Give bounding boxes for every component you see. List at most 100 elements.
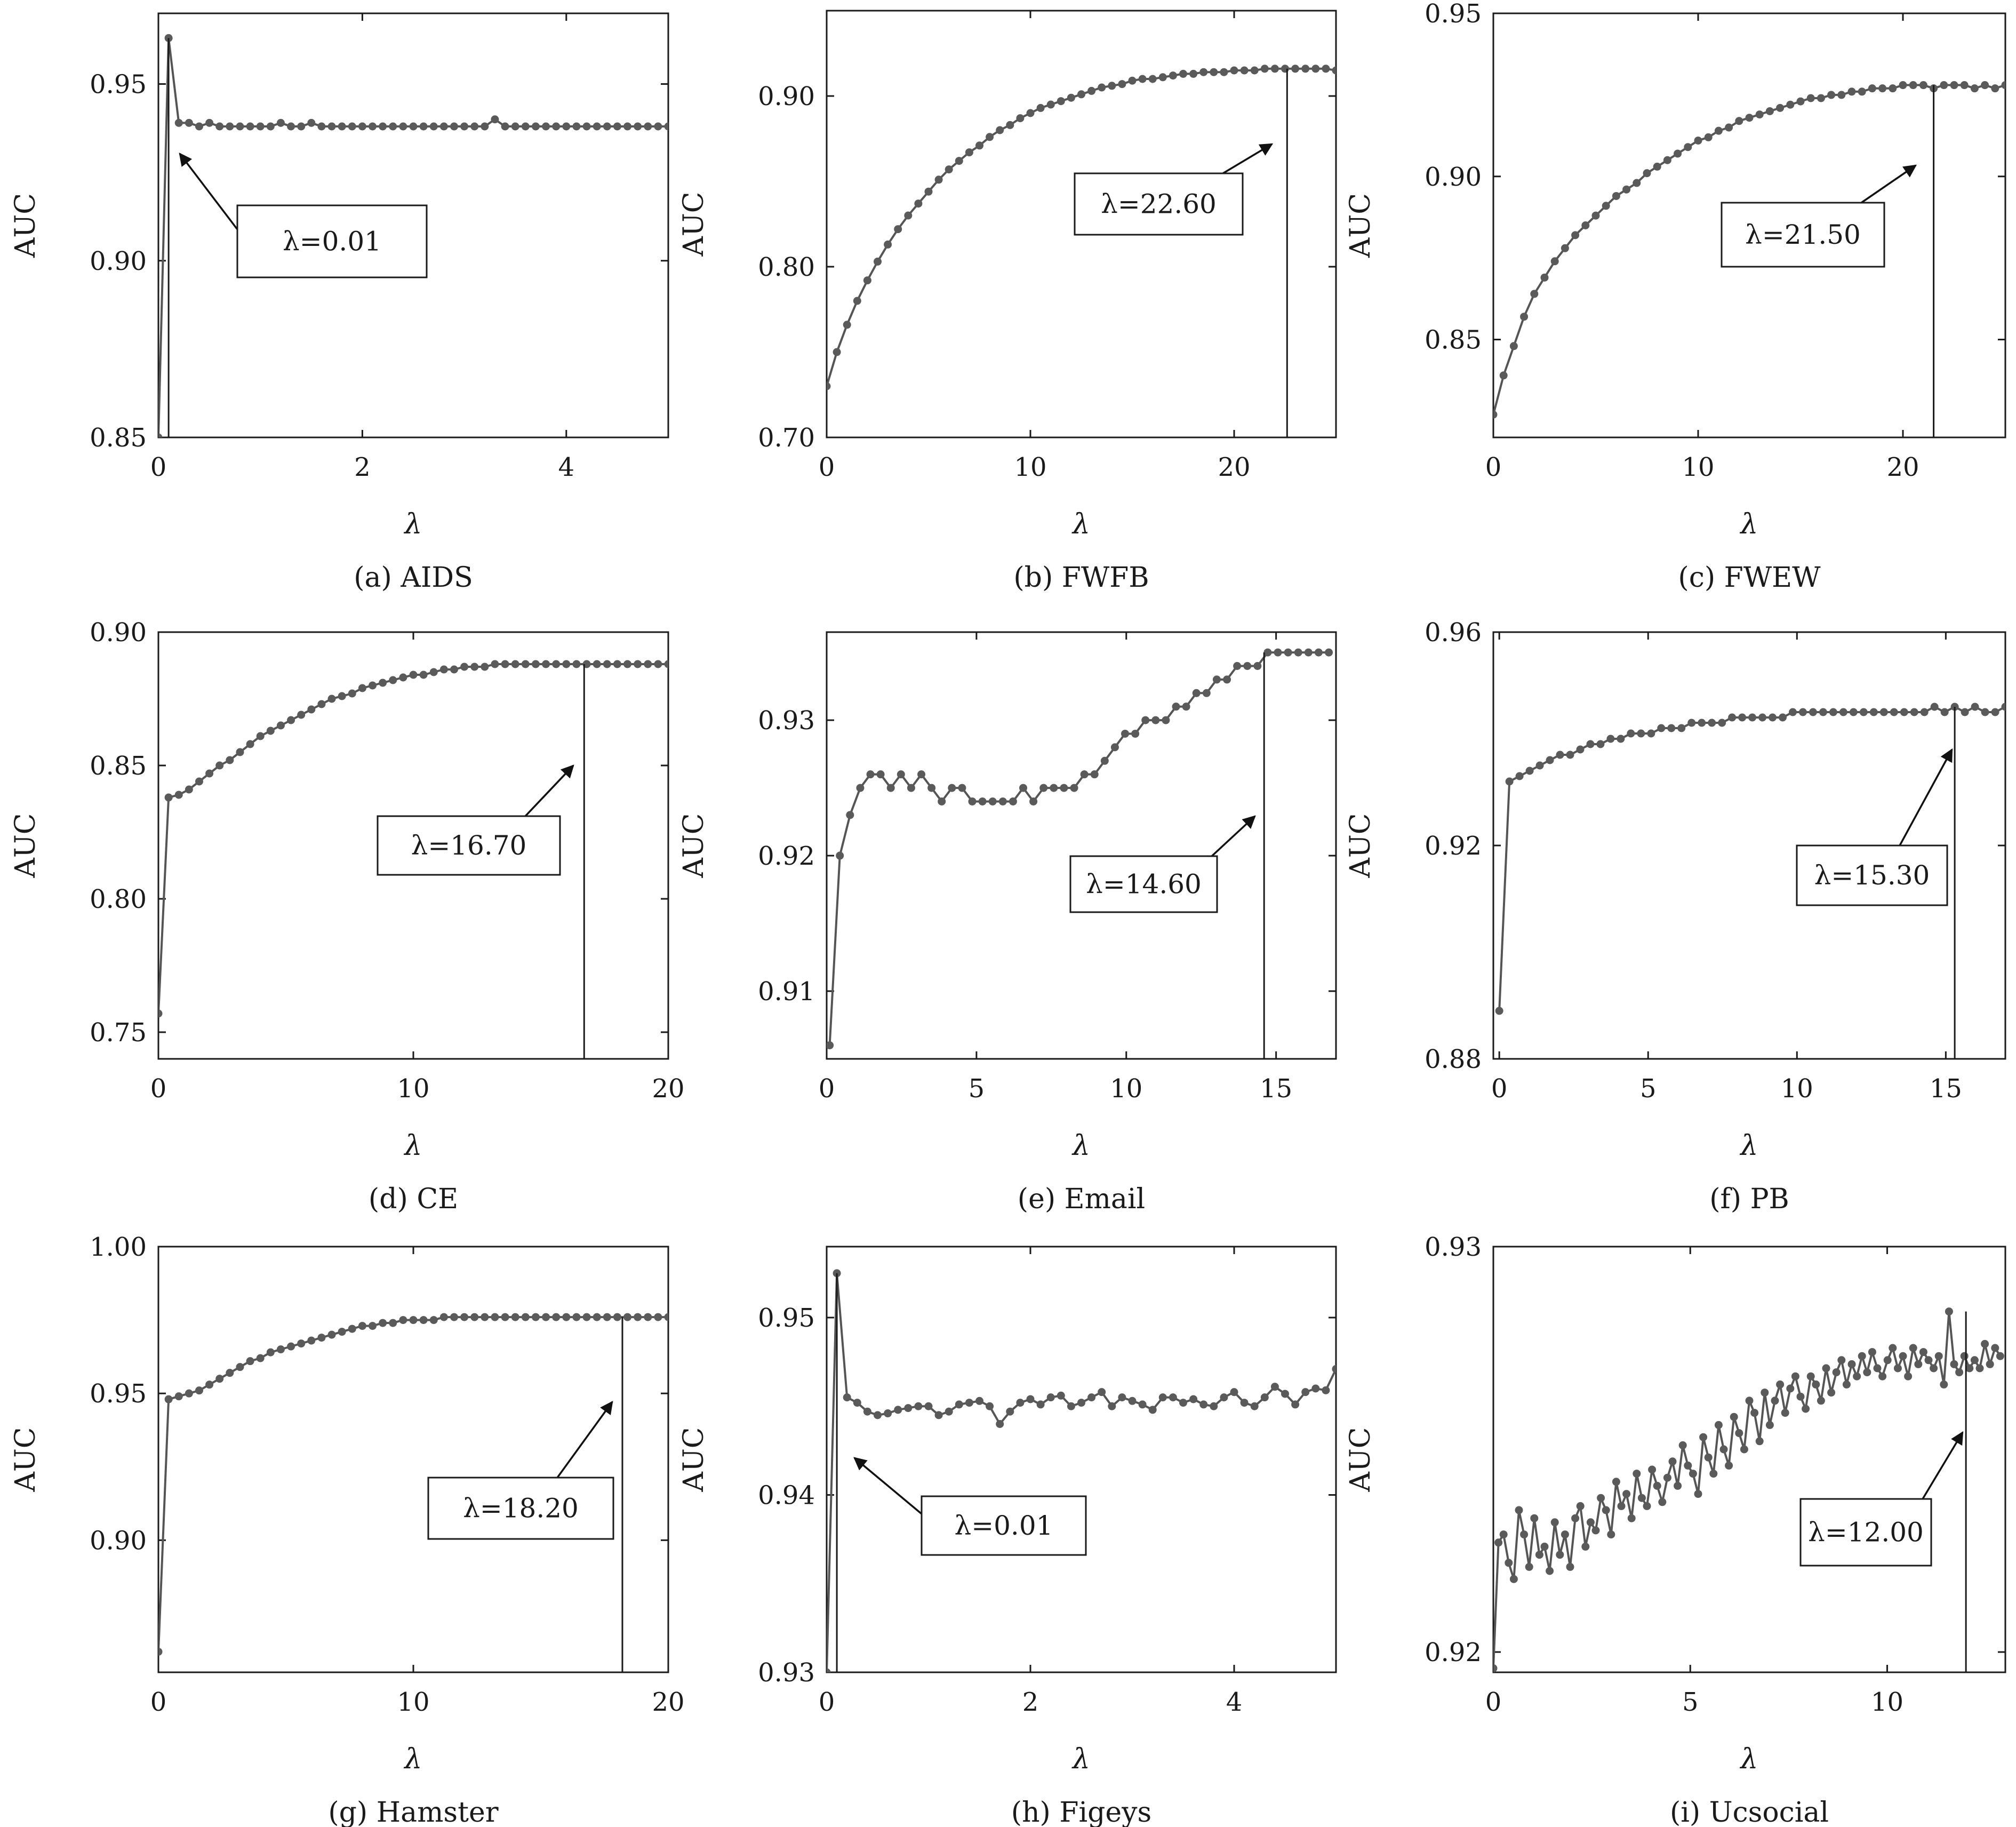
- data-point: [521, 1313, 530, 1321]
- data-point: [1689, 1470, 1697, 1478]
- data-point: [338, 692, 346, 700]
- data-point: [1158, 1393, 1167, 1402]
- x-tick-label: 15: [1260, 1074, 1292, 1104]
- x-tick-label: 0: [150, 1687, 167, 1717]
- data-point: [634, 660, 642, 668]
- data-point: [297, 122, 306, 131]
- callout-label: λ=15.30: [1814, 860, 1930, 891]
- data-point: [1036, 103, 1045, 112]
- x-tick-label: 0: [1485, 452, 1502, 482]
- data-point: [276, 1345, 285, 1354]
- data-point: [1050, 784, 1058, 792]
- data-point: [205, 769, 214, 778]
- data-point: [1765, 107, 1774, 115]
- data-point: [1863, 1368, 1871, 1377]
- data-point: [603, 660, 611, 668]
- data-point: [1960, 1352, 1969, 1360]
- data-point: [1909, 1344, 1917, 1352]
- data-point: [1853, 1372, 1861, 1381]
- data-point: [876, 770, 885, 779]
- data-point: [1067, 1402, 1075, 1410]
- data-point: [1822, 1364, 1830, 1373]
- data-point: [572, 122, 581, 131]
- data-point: [470, 122, 479, 131]
- data-point: [276, 721, 285, 730]
- data-point: [256, 732, 265, 740]
- data-point: [1322, 1386, 1330, 1394]
- plot-frame: [826, 1246, 1337, 1673]
- data-point: [1067, 93, 1075, 102]
- data-point: [644, 660, 652, 668]
- data-point: [1899, 1352, 1907, 1360]
- data-point: [419, 122, 428, 131]
- data-point: [1970, 1356, 1979, 1365]
- data-point: [450, 665, 458, 674]
- data-point: [1809, 708, 1817, 716]
- data-point: [827, 1041, 834, 1050]
- data-point: [287, 1342, 295, 1351]
- panel-caption: (f) PB: [1709, 1183, 1789, 1215]
- data-point: [1179, 1399, 1187, 1407]
- data-point: [914, 1402, 923, 1410]
- data-point: [379, 122, 387, 131]
- data-point: [1924, 1356, 1933, 1365]
- x-axis-label: λ: [404, 1743, 422, 1775]
- data-point: [1220, 68, 1228, 76]
- data-point: [1914, 1360, 1923, 1368]
- y-tick-label: 0.91: [758, 977, 815, 1007]
- data-point: [975, 141, 983, 150]
- data-point: [1704, 133, 1713, 141]
- x-axis-label: λ: [1071, 1130, 1090, 1162]
- data-point: [1819, 708, 1827, 716]
- data-point: [1771, 1397, 1779, 1405]
- data-point: [1284, 648, 1292, 657]
- data-point: [1919, 1348, 1927, 1357]
- data-point: [904, 211, 913, 220]
- data-point: [1535, 1551, 1543, 1559]
- data-point: [552, 660, 561, 668]
- x-tick-label: 20: [1886, 452, 1919, 482]
- data-point: [1311, 65, 1320, 73]
- data-point: [945, 165, 953, 174]
- data-point: [1796, 97, 1805, 106]
- data-point: [1006, 121, 1014, 129]
- data-point: [1981, 1339, 1989, 1348]
- data-point: [450, 122, 458, 131]
- data-point: [1602, 202, 1610, 210]
- x-tick-label: 2: [1022, 1687, 1039, 1717]
- data-point: [1878, 1372, 1887, 1381]
- data-point: [1556, 1551, 1564, 1559]
- data-point: [1210, 68, 1218, 76]
- callout-box: [1796, 844, 1948, 906]
- data-point: [266, 1348, 275, 1357]
- y-tick-label: 0.93: [758, 1658, 815, 1688]
- data-point: [1576, 745, 1585, 754]
- x-axis-label: λ: [1071, 508, 1090, 540]
- data-point: [1945, 1307, 1953, 1316]
- y-tick-label: 0.95: [1425, 0, 1482, 29]
- data-point: [491, 1313, 499, 1321]
- data-point: [593, 122, 601, 131]
- y-tick-label: 0.80: [90, 884, 147, 914]
- data-point: [1832, 1368, 1841, 1377]
- series-group: [158, 34, 668, 437]
- data-point: [1199, 68, 1208, 76]
- data-point: [358, 122, 366, 131]
- data-point: [924, 187, 933, 196]
- data-point: [938, 797, 946, 805]
- data-point: [491, 660, 499, 668]
- data-point: [379, 679, 387, 687]
- data-point: [1735, 117, 1743, 125]
- data-point: [613, 122, 621, 131]
- x-tick-label: 0: [1491, 1074, 1508, 1104]
- data-point: [1796, 1392, 1805, 1401]
- y-tick-label: 0.88: [1425, 1044, 1482, 1074]
- callout-arrow: [524, 764, 574, 817]
- x-tick-label: 10: [397, 1074, 429, 1104]
- data-point: [1520, 313, 1529, 321]
- data-point: [226, 122, 234, 131]
- data-point: [1499, 371, 1508, 380]
- data-point: [1260, 65, 1269, 73]
- data-point: [1699, 1433, 1708, 1441]
- data-point: [1694, 1490, 1702, 1498]
